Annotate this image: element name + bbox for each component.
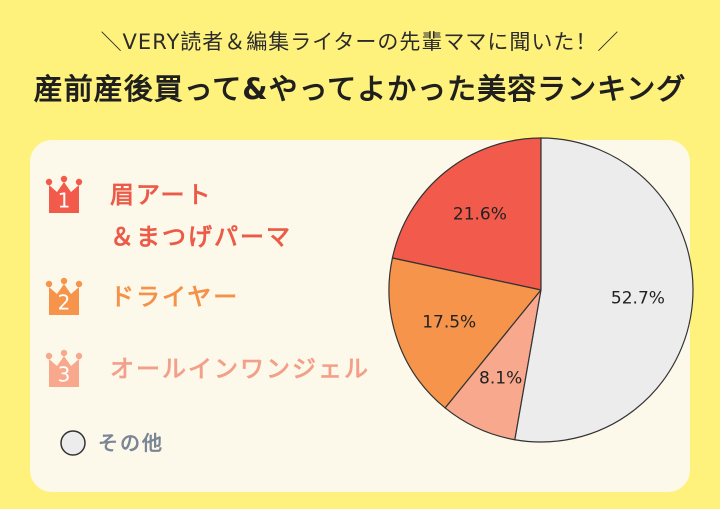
legend-label: 眉アート ＆まつげパーマ: [110, 181, 292, 251]
crown-dot: [75, 352, 83, 360]
crown-icon: [49, 356, 79, 387]
rank-number: 1: [58, 189, 71, 213]
crown-dot: [75, 280, 83, 288]
value-label: 17.5%: [422, 312, 476, 332]
value-label: 52.7%: [611, 288, 665, 308]
legend-label: ドライヤー: [110, 283, 240, 311]
pie-slice: [391, 137, 542, 291]
value-label: 8.1%: [479, 369, 522, 389]
subtitle: ＼VERY読者＆編集ライターの先輩ママに聞いた！／: [100, 30, 620, 54]
rank-number: 3: [58, 363, 71, 387]
crown-dot: [60, 277, 68, 285]
rank-number: 2: [58, 291, 71, 315]
legend-label: その他: [98, 431, 164, 455]
value-label: 21.6%: [453, 204, 507, 224]
crown-dot: [75, 178, 83, 186]
crown-dot: [45, 178, 53, 186]
crown-icon: [49, 284, 79, 315]
crown-dot: [45, 352, 53, 360]
crown-dot: [60, 175, 68, 183]
legend-label: オールインワンジェル: [110, 355, 370, 383]
crown-icon: [49, 182, 79, 213]
crown-dot: [45, 280, 53, 288]
pie-slice: [514, 137, 694, 443]
crown-dot: [60, 349, 68, 357]
other-icon: [60, 430, 86, 456]
chart-title: 産前産後買って&やってよかった美容ランキング: [33, 72, 687, 106]
pie-slice: [388, 257, 543, 409]
